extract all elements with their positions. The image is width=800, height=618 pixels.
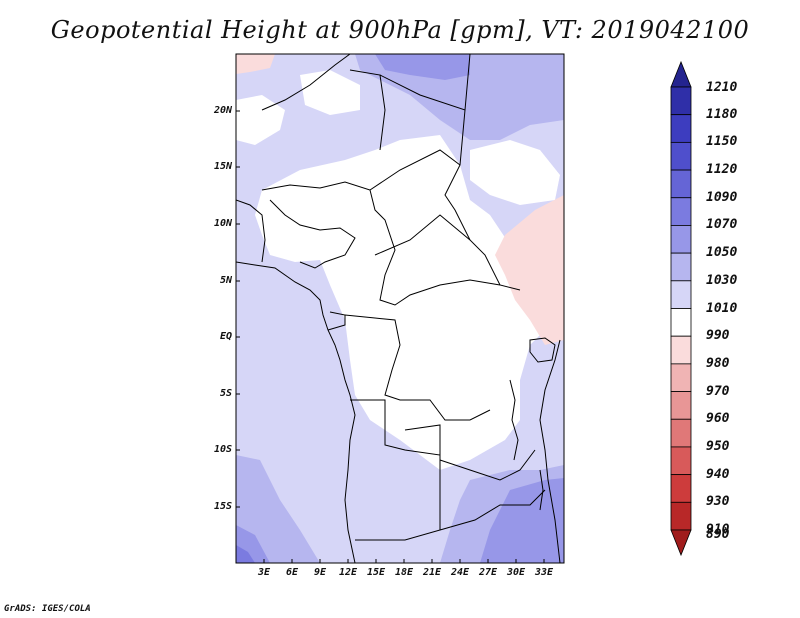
- colorbar-label: 910: [706, 522, 730, 537]
- colorbar-label: 1050: [706, 245, 738, 261]
- colorbar-label: 890: [706, 527, 730, 542]
- border-zambia: [439, 489, 546, 531]
- lat-label-10s: 10S: [213, 444, 232, 455]
- field-1030-southwest: [236, 455, 320, 563]
- colorbar-top-triangle: [670, 60, 692, 88]
- border-central: [369, 149, 461, 191]
- border-north-3: [379, 54, 471, 111]
- field-pink-northwest: [236, 54, 275, 74]
- field-1070-corner: [236, 545, 255, 563]
- field-white-interior: [255, 135, 555, 470]
- colorbar-swatch: [670, 252, 692, 282]
- colorbar-swatch: [670, 225, 692, 254]
- border-north-4: [444, 109, 521, 291]
- colorbar-label: 990: [706, 328, 730, 344]
- field-1050-southeast: [480, 478, 564, 563]
- colorbar-swatch: [670, 280, 692, 309]
- lon-label-24e: 24E: [450, 567, 470, 578]
- lat-label-5s: 5S: [219, 388, 232, 399]
- lon-label-6e: 6E: [285, 567, 299, 578]
- colorbar-swatch: [670, 363, 692, 392]
- colorbar-label: 950: [706, 438, 730, 454]
- colorbar-label: 1070: [706, 217, 738, 233]
- colorbar-label: 1150: [706, 134, 738, 150]
- colorbar-label: 930: [706, 494, 730, 510]
- border-gabon: [327, 311, 346, 331]
- lon-label-33e: 33E: [534, 567, 554, 578]
- plot-frame: [235, 53, 565, 564]
- colorbar-label: 960: [706, 411, 730, 427]
- colorbar-label: 1090: [706, 189, 738, 205]
- border-angola: [350, 399, 441, 541]
- colorbar-label: 1180: [706, 106, 738, 122]
- colorbar-swatch: [670, 308, 692, 337]
- colorbar-label: 1030: [706, 272, 738, 288]
- field-pink-east: [495, 195, 564, 345]
- lake-victoria: [529, 337, 556, 363]
- field-1030-north: [355, 54, 564, 140]
- colorbar-swatch: [670, 335, 692, 365]
- colorbar-swatch: [670, 197, 692, 226]
- colorbar-swatch: [670, 141, 692, 171]
- lon-label-9e: 9E: [313, 567, 327, 578]
- lon-label-30e: 30E: [506, 567, 526, 578]
- colorbar-bottom-triangle: [670, 529, 692, 557]
- colorbar-swatch: [670, 474, 692, 503]
- colorbar-swatch: [670, 114, 692, 143]
- boundaries: [236, 54, 561, 563]
- lat-label-15s: 15S: [213, 501, 232, 512]
- field-1050-north: [375, 54, 470, 80]
- height-field: [236, 54, 564, 563]
- field-white-east: [470, 140, 560, 205]
- border-nigeria: [269, 199, 356, 269]
- lat-label-10n: 10N: [213, 218, 232, 229]
- border-north-2: [349, 69, 386, 151]
- lon-label-15e: 15E: [366, 567, 386, 578]
- colorbar: [670, 60, 692, 557]
- border-drc-south: [404, 424, 536, 481]
- lon-label-27e: 27E: [478, 567, 498, 578]
- border-car: [374, 214, 471, 256]
- lon-label-12e: 12E: [338, 567, 358, 578]
- colorbar-label: 970: [706, 383, 730, 399]
- lon-label-3e: 3E: [257, 567, 271, 578]
- coastline-east: [539, 339, 561, 563]
- lat-label-eq: EQ: [219, 331, 232, 342]
- lake-tanganyika: [509, 379, 519, 461]
- border-congo: [344, 314, 491, 421]
- colorbar-swatch: [670, 391, 692, 420]
- colorbar-label: 980: [706, 355, 730, 371]
- field-white-northwest: [236, 95, 285, 145]
- footer-credit: GrADS: IGES/COLA: [4, 604, 91, 614]
- border-west-1: [236, 199, 266, 263]
- colorbar-label: 1210: [706, 80, 738, 95]
- lon-label-18e: 18E: [394, 567, 414, 578]
- border-north-1: [261, 54, 351, 111]
- map-title: Geopotential Height at 900hPa [gpm], VT:…: [50, 16, 750, 44]
- colorbar-swatch: [670, 501, 692, 531]
- lat-label-5n: 5N: [219, 275, 232, 286]
- axis-ticks: [236, 110, 545, 563]
- colorbar-swatch: [670, 169, 692, 199]
- colorbar-swatch: [670, 446, 692, 476]
- colorbar-label: 1010: [706, 300, 738, 316]
- lake-malawi: [539, 469, 544, 511]
- colorbar-label: 940: [706, 466, 730, 482]
- colorbar-label: 1120: [706, 162, 738, 178]
- colorbar-swatch: [670, 86, 692, 116]
- lat-label-15n: 15N: [213, 161, 232, 172]
- lon-label-21e: 21E: [422, 567, 442, 578]
- coastline-west: [236, 261, 356, 563]
- lat-label-20n: 20N: [213, 105, 232, 116]
- border-sahel: [261, 181, 501, 306]
- colorbar-swatch: [670, 418, 692, 448]
